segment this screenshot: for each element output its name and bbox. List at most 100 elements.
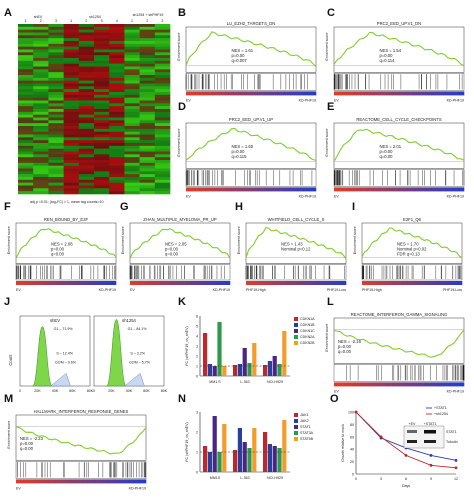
gsea-rank-bar — [29, 479, 36, 484]
gsea-rank-bar — [303, 91, 310, 96]
heatmap-cell — [18, 111, 34, 115]
heatmap-cell — [109, 89, 125, 93]
heatmap-cell — [94, 58, 110, 62]
gsea-rank-bar — [120, 479, 127, 484]
heatmap-cell — [109, 103, 125, 107]
heatmap-cell — [109, 140, 125, 144]
heatmap-cell — [78, 80, 95, 84]
heatmap-cell — [63, 151, 80, 155]
panel-label-i: I — [352, 201, 355, 213]
heatmap-cell — [124, 69, 140, 73]
gsea-rank-bar — [87, 479, 95, 484]
panel-label-j: J — [4, 296, 10, 308]
flow-title: shEV — [50, 318, 60, 323]
heatmap-cell — [63, 72, 80, 76]
heatmap-cell — [139, 137, 156, 141]
panel-label-o: O — [330, 393, 339, 405]
gsea-title: REACTOME_INTERFERON_GAMMA_SIGNALING — [351, 312, 447, 317]
gsea-frame — [129, 222, 231, 264]
heatmap-cell — [18, 63, 34, 67]
heatmap-sample-number: 3 — [55, 19, 57, 23]
heatmap-cell — [109, 111, 125, 115]
heatmap-cell — [154, 106, 171, 110]
heatmap-cell — [18, 92, 34, 96]
heatmap-cell — [154, 117, 171, 121]
gsea-frame — [333, 122, 465, 169]
heatmap-cell — [94, 32, 110, 36]
heatmap-cell — [109, 114, 125, 118]
heatmap-cell — [139, 111, 156, 115]
gsea-left-label: EV — [334, 194, 339, 198]
heatmap-cell — [139, 35, 156, 39]
heatmap-cell — [94, 185, 110, 189]
heatmap-cell — [63, 140, 80, 144]
heatmap-cell — [94, 46, 110, 50]
gsea-rank-bar — [444, 187, 452, 192]
heatmap-cell — [48, 69, 64, 73]
heatmap-cell — [109, 35, 125, 39]
gsea-curve — [333, 329, 465, 358]
heatmap-cell — [154, 148, 171, 152]
heatmap-cell — [78, 191, 95, 195]
heatmap-cell — [63, 171, 80, 175]
heatmap-cell — [63, 35, 80, 39]
heatmap-cell — [78, 41, 95, 45]
gsea-q: q=0.007 — [232, 58, 248, 63]
flow-xtick: 60K — [69, 389, 76, 393]
gsea-rank-bar — [190, 281, 196, 285]
heatmap-cell — [33, 182, 49, 186]
gsea-rank-bar — [373, 382, 380, 387]
gsea-p: p=0.00 — [232, 53, 246, 58]
heatmap-cell — [124, 134, 140, 138]
heatmap-cell — [18, 157, 34, 161]
heatmap-cell — [63, 157, 80, 161]
heatmap-cell — [18, 43, 34, 47]
gsea-rank-bar — [150, 281, 156, 285]
gsea-ylabel: Enrichment score — [325, 33, 329, 61]
line-xtick: 0 — [355, 477, 357, 481]
flow-histogram-2: sh1254 G1 – 84.1% S – 3.2% G2/M – 5.7% 0 20K 4… — [93, 315, 168, 393]
heatmap-cell — [139, 97, 156, 101]
gsea-rank-bar — [353, 187, 361, 192]
gsea-rank-bar — [106, 281, 112, 285]
heatmap-cell — [78, 137, 95, 141]
panel-labels: A B C D E F G H I J K L M N O — [4, 7, 355, 405]
gsea-rank-bar — [360, 382, 367, 387]
heatmap-cell — [63, 182, 80, 186]
heatmap-cell — [18, 128, 34, 132]
gsea-rank-bar — [238, 91, 245, 96]
heatmap-cell — [94, 128, 110, 132]
gsea-hit-frame — [333, 364, 465, 382]
gsea-right-label: KD-PHF19 — [299, 98, 316, 102]
heatmap-cell — [109, 174, 125, 178]
heatmap-cell — [33, 86, 49, 90]
heatmap-cell — [94, 174, 110, 178]
gsea-plot-d: PRC2_EED_UP.V1_UP Enrichment score NES = 1… — [177, 117, 317, 198]
gsea-rank-bar — [372, 281, 378, 285]
heatmap-cell — [48, 114, 64, 118]
gsea-rank-bar — [291, 281, 297, 285]
gsea-rank-bar — [210, 281, 216, 285]
gsea-nes: NES = 1.60 — [232, 144, 254, 149]
panel-label-h: H — [235, 201, 243, 213]
heatmap-cell — [78, 126, 95, 130]
heatmap-cell — [109, 38, 125, 42]
heatmap-cell — [154, 35, 171, 39]
heatmap-cell — [48, 165, 64, 169]
gsea-nes: NES = 2.01 — [380, 144, 402, 149]
heatmap-cell — [124, 29, 140, 33]
heatmap-cell — [33, 29, 49, 33]
heatmap-cell — [78, 63, 95, 67]
gsea-rank-bar — [264, 91, 271, 96]
gsea-rank-bar — [340, 91, 348, 96]
heatmap-cell — [33, 75, 49, 79]
heatmap-cell — [124, 145, 140, 149]
gsea-q: q=0.114 — [380, 58, 396, 63]
heatmap-cell — [139, 94, 156, 98]
heatmap-cell — [94, 69, 110, 73]
heatmap-cell — [48, 117, 64, 121]
gsea-rank-bar — [16, 479, 23, 484]
heatmap-cell — [78, 24, 95, 28]
flow-g2m-label: G2/M – 5.7% — [129, 361, 151, 365]
heatmap-cell — [124, 177, 140, 181]
